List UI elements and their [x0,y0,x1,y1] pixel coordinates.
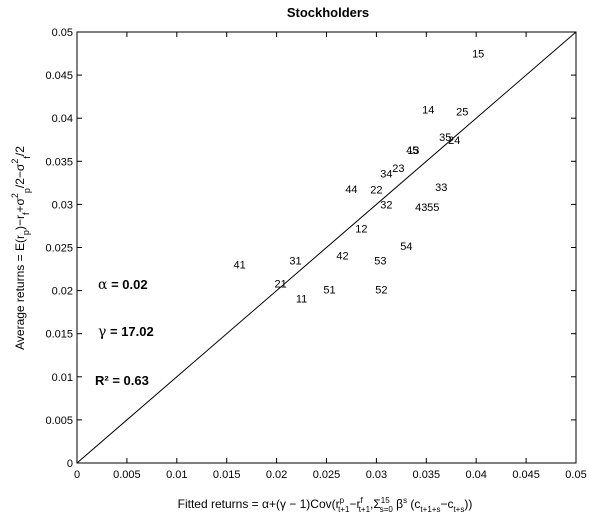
data-point-label: 34 [380,168,392,180]
y-tick-label: 0.03 [52,199,73,211]
data-point-label: 11 [296,293,307,305]
data-point-label: 42 [336,250,348,262]
x-tick-label: 0.04 [465,469,486,481]
y-tick-label: 0.04 [52,113,73,125]
data-point-label: 21 [274,279,286,291]
alpha-annotation: α = 0.02 [98,277,148,293]
x-tick-label: 0.03 [366,469,387,481]
y-axis: 0 0.005 0.01 0.015 0.02 0.025 0.03 0.035 0.04 0.0… [45,27,576,470]
y-tick-label: 0.02 [52,286,73,298]
x-tick-label: 0 [74,469,80,481]
data-point-label: 13 [407,145,419,157]
x-axis-label: Fitted returns = α+(γ − 1)Cov(rp t+1−rf t+… [178,496,473,514]
data-point-label: 43 [415,202,427,214]
x-tick-label: 0.045 [512,469,540,481]
x-tick-label: 0.05 [565,469,586,481]
gamma-annotation: γ = 17.02 [98,324,154,340]
data-point-label: 31 [289,255,301,267]
data-point-label: 52 [375,285,387,297]
x-tick-label: 0.005 [113,469,141,481]
y-tick-label: 0.005 [45,415,73,427]
alpha-value: = 0.02 [107,277,147,292]
data-point-label: 32 [380,199,392,211]
data-point-label: 33 [435,182,447,194]
data-point-label: 22 [370,185,382,197]
data-point-label: 41 [234,260,246,272]
y-tick-label: 0.015 [45,329,73,341]
x-axis: 0 0.005 0.01 0.015 0.02 0.025 0.03 0.035 0.04 0.0… [74,32,587,481]
x-tick-label: 0.025 [313,469,341,481]
r-squared-value: = 0.63 [109,373,149,388]
data-point-label: 14 [422,105,434,117]
data-point-label: 23 [392,163,404,175]
y-tick-label: 0.05 [52,27,73,39]
x-tick-label: 0.035 [413,469,441,481]
x-tick-label: 0.02 [266,469,287,481]
gamma-value: = 17.02 [106,324,153,339]
chart-title: Stockholders [287,5,369,20]
y-tick-label: 0.045 [45,70,73,82]
data-point-label: 55 [427,202,439,214]
data-point-label: 25 [456,106,468,118]
y-tick-label: 0.01 [52,372,73,384]
y-tick-label: 0.025 [45,243,73,255]
data-point-label: 51 [323,285,335,297]
data-point-label: 45 [406,145,418,157]
y-tick-label: 0.035 [45,156,73,168]
data-point-label: 54 [400,241,412,253]
r-squared-annotation: R² = 0.63 [95,373,149,388]
x-tick-label: 0.01 [166,469,187,481]
reference-line-45deg [76,31,577,464]
r-squared-symbol: R² [95,373,109,388]
x-tick-label: 0.015 [213,469,241,481]
data-point-label: 44 [345,184,357,196]
y-tick-label: 0 [67,458,73,470]
data-point-label: 24 [448,135,460,147]
y-axis-label: Average returns = E(rp)−rf+σ2p/2−σ2f/2 [10,146,32,350]
data-point-label: 53 [374,255,386,267]
data-point-label: 35 [439,132,451,144]
gamma-symbol: γ [98,324,106,340]
data-point-label: 15 [472,49,484,61]
data-point-label: 12 [355,224,367,236]
alpha-symbol: α [98,277,108,293]
